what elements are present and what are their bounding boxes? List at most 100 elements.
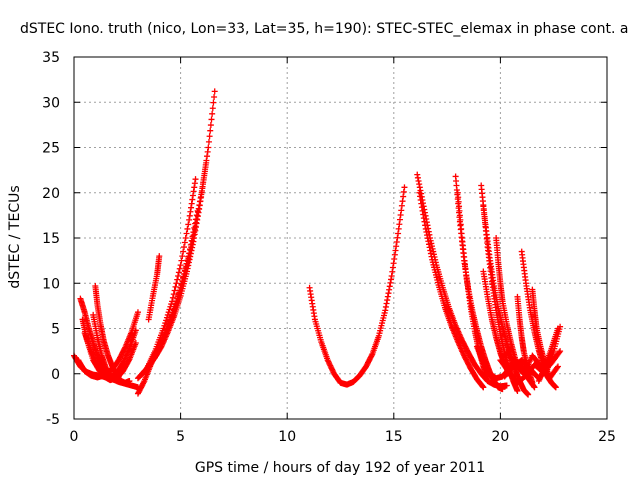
data-point bbox=[165, 309, 172, 316]
data-point bbox=[161, 322, 168, 329]
y-tick-label: 30 bbox=[42, 95, 60, 111]
series-12 bbox=[143, 176, 199, 373]
data-point bbox=[207, 122, 214, 129]
series-8 bbox=[134, 88, 218, 397]
data-point bbox=[180, 274, 187, 281]
data-point bbox=[177, 284, 184, 291]
data-point bbox=[556, 349, 563, 356]
data-point bbox=[169, 294, 176, 301]
data-point bbox=[166, 306, 173, 313]
data-point bbox=[171, 287, 178, 294]
data-point bbox=[185, 221, 192, 228]
series-13 bbox=[306, 184, 408, 388]
data-point bbox=[187, 241, 194, 248]
data-point bbox=[554, 363, 561, 370]
data-point bbox=[192, 216, 199, 223]
x-axis-label: GPS time / hours of day 192 of year 2011 bbox=[195, 460, 485, 476]
data-point bbox=[167, 303, 174, 310]
data-point bbox=[194, 207, 201, 214]
series-9 bbox=[145, 253, 163, 323]
series-7 bbox=[75, 357, 114, 381]
data-point bbox=[181, 244, 188, 251]
data-point bbox=[192, 176, 199, 183]
data-point bbox=[401, 184, 408, 191]
data-point bbox=[132, 339, 139, 346]
data-point bbox=[168, 301, 175, 308]
y-tick-label: -5 bbox=[46, 412, 60, 428]
data-point bbox=[175, 290, 182, 297]
data-point bbox=[178, 257, 185, 264]
series-24 bbox=[514, 293, 536, 386]
y-tick-label: 25 bbox=[42, 141, 60, 157]
data-point bbox=[107, 368, 114, 375]
data-point bbox=[184, 257, 191, 264]
data-point bbox=[211, 94, 218, 101]
data-point bbox=[191, 224, 198, 231]
y-tick-label: 15 bbox=[42, 231, 60, 247]
data-point bbox=[499, 386, 506, 393]
data-point bbox=[175, 292, 182, 299]
series-11 bbox=[134, 207, 201, 382]
y-tick-label: 0 bbox=[51, 367, 60, 383]
y-tick-label: 35 bbox=[42, 50, 60, 66]
y-tick-label: 5 bbox=[51, 322, 60, 338]
data-point bbox=[181, 267, 188, 274]
data-point bbox=[193, 212, 200, 219]
data-point bbox=[554, 364, 561, 371]
data-point bbox=[173, 280, 180, 287]
data-point bbox=[180, 248, 187, 255]
data-point bbox=[172, 283, 179, 290]
data-point bbox=[160, 325, 167, 332]
data-point bbox=[176, 287, 183, 294]
data-point bbox=[503, 382, 510, 389]
x-tick-label: 10 bbox=[278, 429, 296, 445]
data-point bbox=[208, 116, 215, 123]
data-point bbox=[484, 375, 491, 382]
data-point bbox=[170, 291, 177, 298]
tick-labels: 0 5 10 15 20 25 -5 0 5 10 15 20 25 30 35 bbox=[42, 50, 616, 445]
data-point bbox=[179, 277, 186, 284]
data-points bbox=[71, 88, 564, 398]
data-point bbox=[162, 320, 169, 327]
data-point bbox=[529, 379, 536, 386]
data-point bbox=[181, 239, 188, 246]
data-point bbox=[189, 233, 196, 240]
x-tick-label: 0 bbox=[70, 429, 79, 445]
data-point bbox=[183, 260, 190, 267]
data-point bbox=[177, 262, 184, 269]
series-15 bbox=[416, 189, 487, 391]
data-point bbox=[184, 225, 191, 232]
data-point bbox=[211, 88, 218, 95]
data-point bbox=[190, 229, 197, 236]
series-21 bbox=[493, 235, 519, 363]
data-point bbox=[514, 387, 521, 394]
data-point bbox=[175, 273, 182, 280]
y-axis-label: dSTEC / TECUs bbox=[7, 185, 23, 288]
x-tick-label: 20 bbox=[491, 429, 509, 445]
data-point bbox=[209, 105, 216, 112]
data-point bbox=[156, 253, 163, 260]
x-tick-label: 25 bbox=[598, 429, 616, 445]
data-point bbox=[181, 271, 188, 278]
chart-title: dSTEC Iono. truth (nico, Lon=33, Lat=35,… bbox=[20, 21, 628, 37]
data-point bbox=[552, 384, 559, 391]
data-point bbox=[205, 138, 212, 145]
data-point bbox=[188, 237, 195, 244]
data-point bbox=[209, 110, 216, 117]
data-point bbox=[169, 298, 176, 305]
series-20 bbox=[480, 268, 512, 377]
data-point bbox=[134, 309, 141, 316]
data-point bbox=[163, 314, 170, 321]
data-point bbox=[182, 235, 189, 241]
data-point bbox=[186, 250, 193, 257]
series-29 bbox=[535, 325, 561, 384]
x-tick-label: 15 bbox=[385, 429, 403, 445]
data-point bbox=[175, 269, 182, 276]
data-point bbox=[185, 253, 192, 260]
data-point bbox=[531, 384, 538, 391]
data-point bbox=[178, 281, 185, 288]
y-tick-label: 20 bbox=[42, 186, 60, 202]
data-point bbox=[210, 99, 217, 106]
axes bbox=[73, 56, 608, 420]
